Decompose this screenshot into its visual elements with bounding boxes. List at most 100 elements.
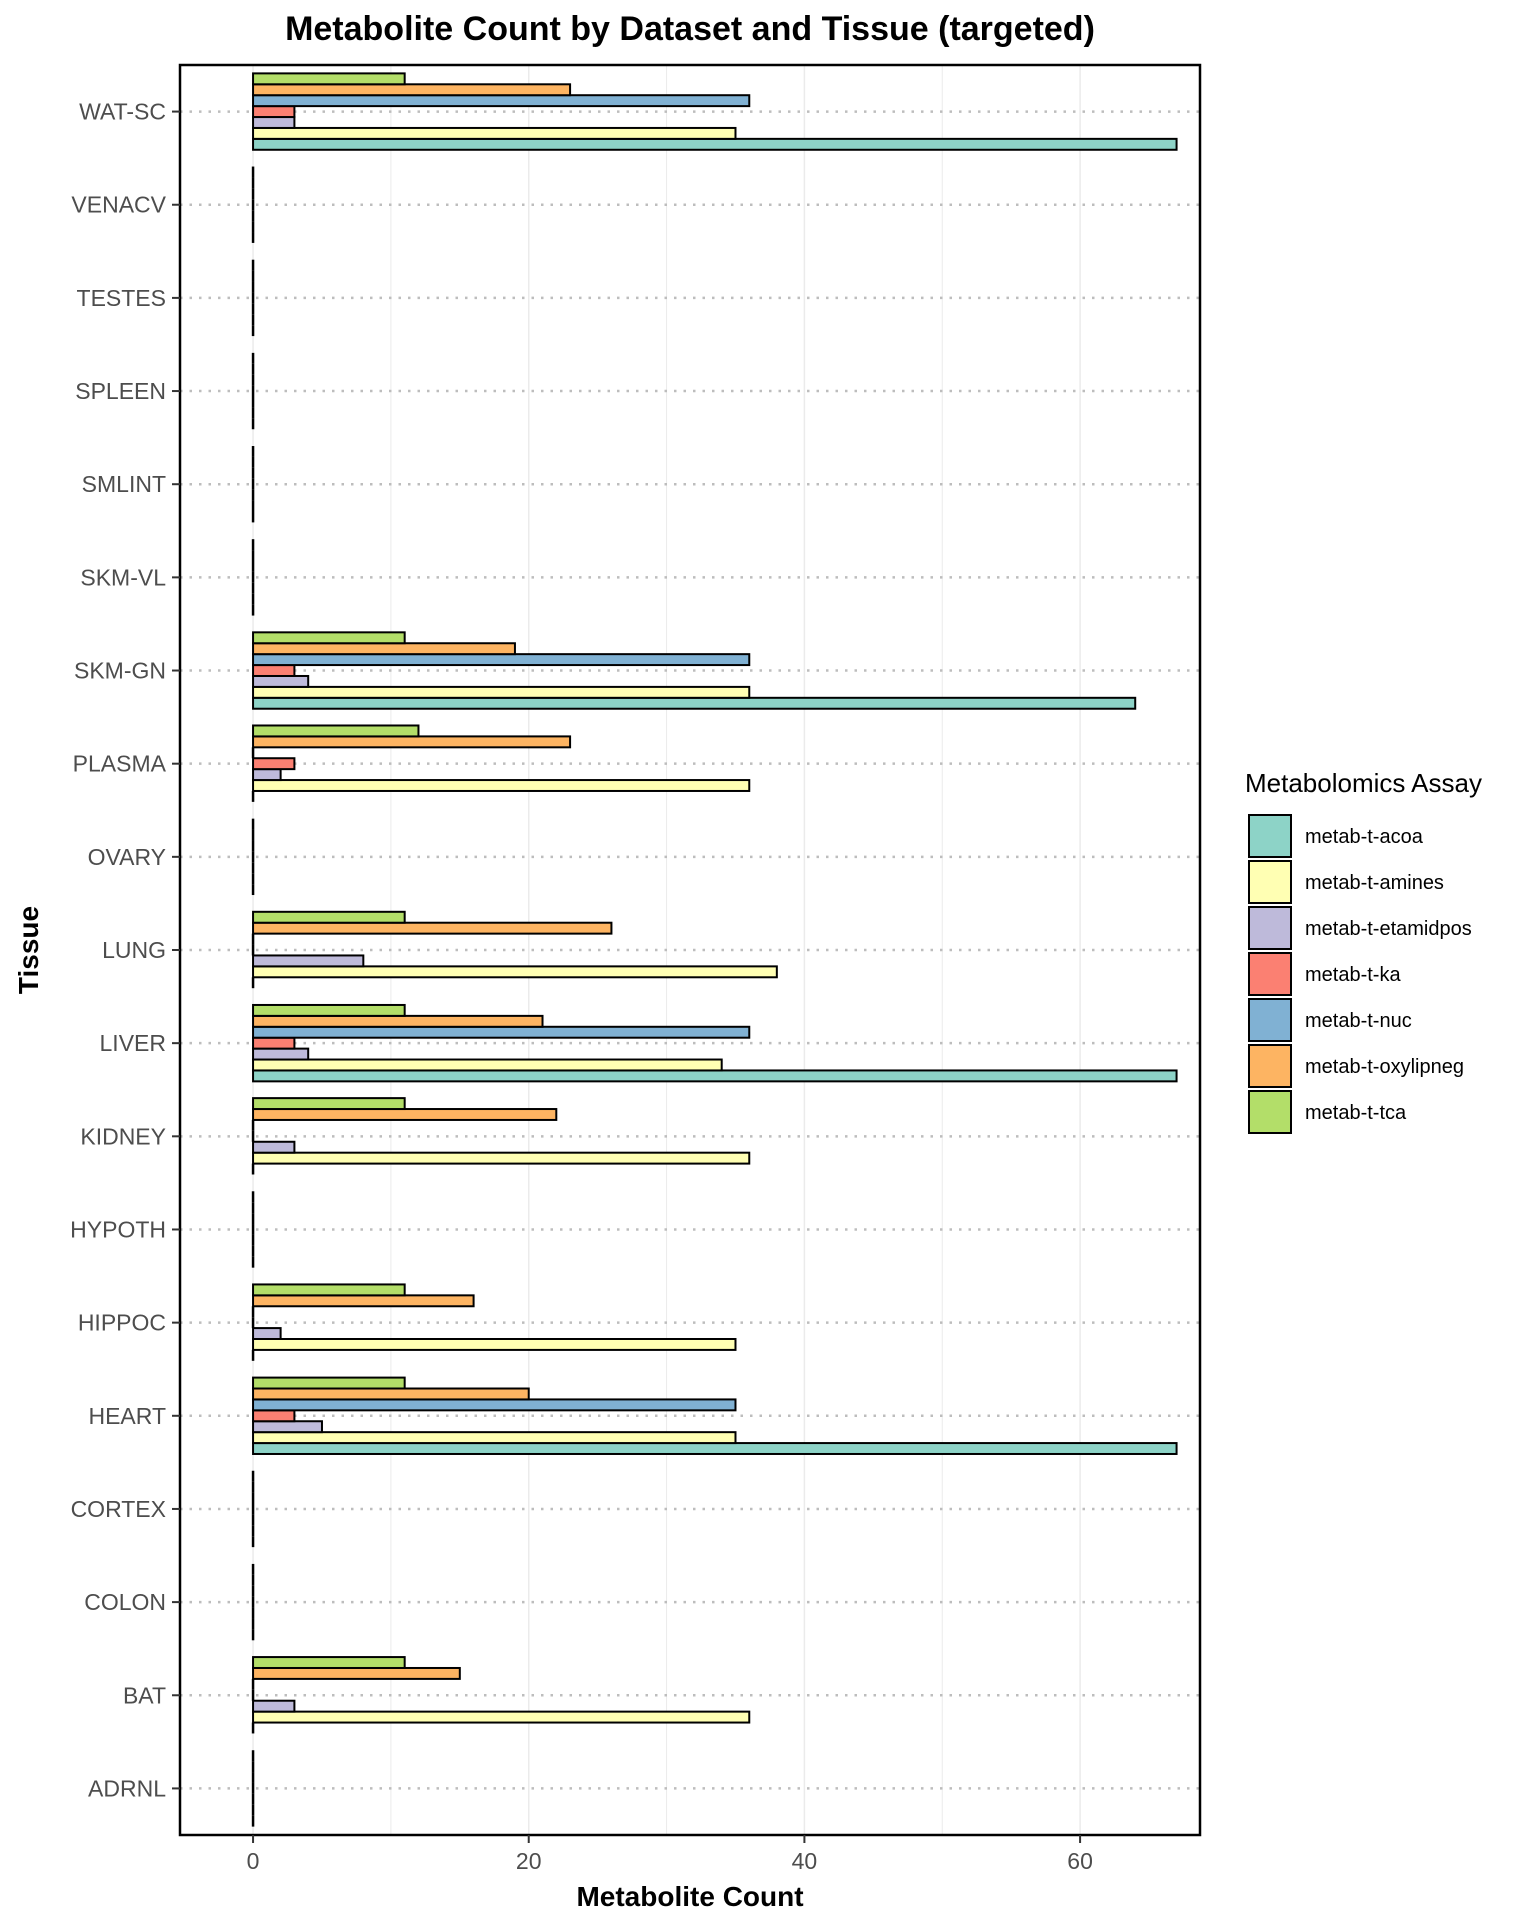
legend-label: metab-t-tca [1305, 1102, 1407, 1124]
x-tick-label: 40 [792, 1848, 818, 1874]
bar-liver-metab-t-acoa [252, 1069, 1178, 1083]
legend-item-metab-t-tca: metab-t-tca [1248, 1090, 1407, 1134]
y-tick-label: HYPOTH [70, 1216, 166, 1242]
y-tick-label: TESTES [77, 285, 166, 311]
y-tick-label: PLASMA [73, 751, 167, 777]
x-tick-label: 20 [516, 1848, 542, 1874]
y-tick-label: CORTEX [71, 1496, 166, 1522]
bar-lung-metab-t-etamidpos [252, 954, 365, 968]
legend-item-metab-t-amines: metab-t-amines [1248, 860, 1444, 904]
legend-label: metab-t-nuc [1305, 1010, 1412, 1032]
y-tick-label: LUNG [102, 937, 166, 963]
bar-bat-metab-t-etamidpos [252, 1699, 296, 1713]
legend-label: metab-t-oxylipneg [1305, 1056, 1464, 1078]
bar-kidney-metab-t-amines [252, 1151, 751, 1165]
bar-liver-metab-t-nuc [252, 1025, 751, 1039]
bar-group-hippoc [251, 1283, 737, 1361]
bar-plasma-metab-t-amines [252, 779, 751, 792]
gridlines [180, 65, 1200, 1835]
bar-plasma-metab-t-ka [252, 757, 296, 771]
legend: Metabolomics Assay metab-t-acoa metab-t-a… [1245, 768, 1482, 1134]
legend-label: metab-t-amines [1305, 872, 1444, 894]
bar-hippoc-metab-t-tca [252, 1283, 406, 1297]
legend-swatch [1248, 1090, 1292, 1134]
bar-skm-gn-metab-t-oxylipneg [252, 642, 516, 656]
y-tick-label: SMLINT [82, 471, 166, 497]
y-axis: ADRNL BAT COLON CORTEX HEART HIPPOC HYPOTH KIDN… [70, 99, 180, 1801]
bar-wat-sc-metab-t-etamidpos [252, 116, 296, 129]
bar-group-plasma [251, 724, 751, 802]
bar-heart-metab-t-ka [252, 1409, 296, 1423]
bar-group-liver [252, 1003, 1178, 1083]
bar-kidney-metab-t-oxylipneg [252, 1108, 558, 1121]
bar-skm-gn-metab-t-ka [252, 664, 296, 677]
bar-liver-metab-t-etamidpos [252, 1047, 310, 1061]
bar-wat-sc-metab-t-oxylipneg [252, 83, 572, 97]
y-tick-label: VENACV [71, 192, 166, 218]
bars [251, 72, 1178, 1827]
bar-hippoc-metab-t-amines [252, 1338, 737, 1351]
bar-kidney-metab-t-etamidpos [252, 1140, 296, 1154]
bar-lung-metab-t-oxylipneg [252, 921, 613, 935]
y-tick-label: SKM-GN [74, 658, 166, 684]
y-tick-label: LIVER [100, 1030, 166, 1056]
bar-group-lung [251, 910, 778, 989]
y-tick-label: SPLEEN [75, 378, 166, 404]
bar-heart-metab-t-etamidpos [252, 1420, 323, 1434]
bar-heart-metab-t-nuc [252, 1398, 737, 1412]
bar-liver-metab-t-tca [252, 1003, 406, 1017]
bar-kidney-metab-t-tca [252, 1097, 406, 1111]
legend-label: metab-t-etamidpos [1305, 918, 1472, 940]
legend-item-metab-t-etamidpos: metab-t-etamidpos [1248, 906, 1472, 950]
legend-label: metab-t-ka [1305, 964, 1401, 986]
chart-title: Metabolite Count by Dataset and Tissue (… [285, 10, 1095, 48]
bar-group-heart [252, 1376, 1178, 1455]
bar-skm-gn-metab-t-acoa [252, 696, 1137, 710]
x-tick-label: 0 [247, 1848, 260, 1874]
bar-group-bat [251, 1656, 751, 1734]
bar-group-wat-sc [252, 72, 1178, 151]
x-tick-label: 60 [1067, 1848, 1093, 1874]
bar-skm-gn-metab-t-etamidpos [252, 674, 310, 688]
bar-wat-sc-metab-t-amines [252, 126, 737, 140]
bar-wat-sc-metab-t-tca [252, 72, 406, 86]
bar-heart-metab-t-oxylipneg [252, 1387, 530, 1401]
legend-swatch [1248, 952, 1292, 996]
bar-group-skm-gn [252, 631, 1137, 710]
bar-skm-gn-metab-t-tca [252, 631, 406, 645]
y-tick-label: BAT [123, 1682, 166, 1708]
legend-item-metab-t-acoa: metab-t-acoa [1248, 814, 1424, 858]
legend-swatch [1248, 906, 1292, 950]
bar-bat-metab-t-amines [252, 1710, 751, 1724]
bar-bat-metab-t-tca [252, 1656, 406, 1669]
legend-item-metab-t-nuc: metab-t-nuc [1248, 998, 1412, 1042]
bar-liver-metab-t-amines [252, 1058, 723, 1072]
bar-group-kidney [251, 1097, 751, 1175]
bar-wat-sc-metab-t-acoa [252, 137, 1178, 151]
y-tick-label: COLON [84, 1589, 166, 1615]
y-axis-title: Tissue [13, 906, 44, 994]
y-tick-label: ADRNL [88, 1775, 166, 1801]
y-tick-label: HEART [88, 1403, 166, 1429]
bar-plasma-metab-t-oxylipneg [252, 735, 572, 749]
legend-item-metab-t-oxylipneg: metab-t-oxylipneg [1248, 1044, 1464, 1088]
bar-plasma-metab-t-etamidpos [252, 768, 282, 782]
bar-lung-metab-t-amines [252, 965, 778, 979]
legend-swatch [1248, 1044, 1292, 1088]
bar-liver-metab-t-ka [252, 1036, 296, 1050]
y-tick-label: WAT-SC [79, 99, 166, 125]
x-axis: 0 20 40 60 [247, 1835, 1093, 1874]
bar-heart-metab-t-acoa [252, 1442, 1178, 1455]
bar-wat-sc-metab-t-nuc [252, 94, 751, 108]
y-tick-label: OVARY [88, 844, 166, 870]
bar-hippoc-metab-t-oxylipneg [252, 1294, 475, 1308]
bar-heart-metab-t-amines [252, 1431, 737, 1445]
legend-swatch [1248, 814, 1292, 858]
bar-skm-gn-metab-t-amines [252, 685, 751, 699]
x-axis-title: Metabolite Count [576, 1881, 803, 1912]
legend-swatch [1248, 998, 1292, 1042]
y-tick-label: SKM-VL [80, 564, 166, 590]
bar-lung-metab-t-tca [252, 910, 406, 924]
y-tick-label: HIPPOC [78, 1310, 166, 1336]
